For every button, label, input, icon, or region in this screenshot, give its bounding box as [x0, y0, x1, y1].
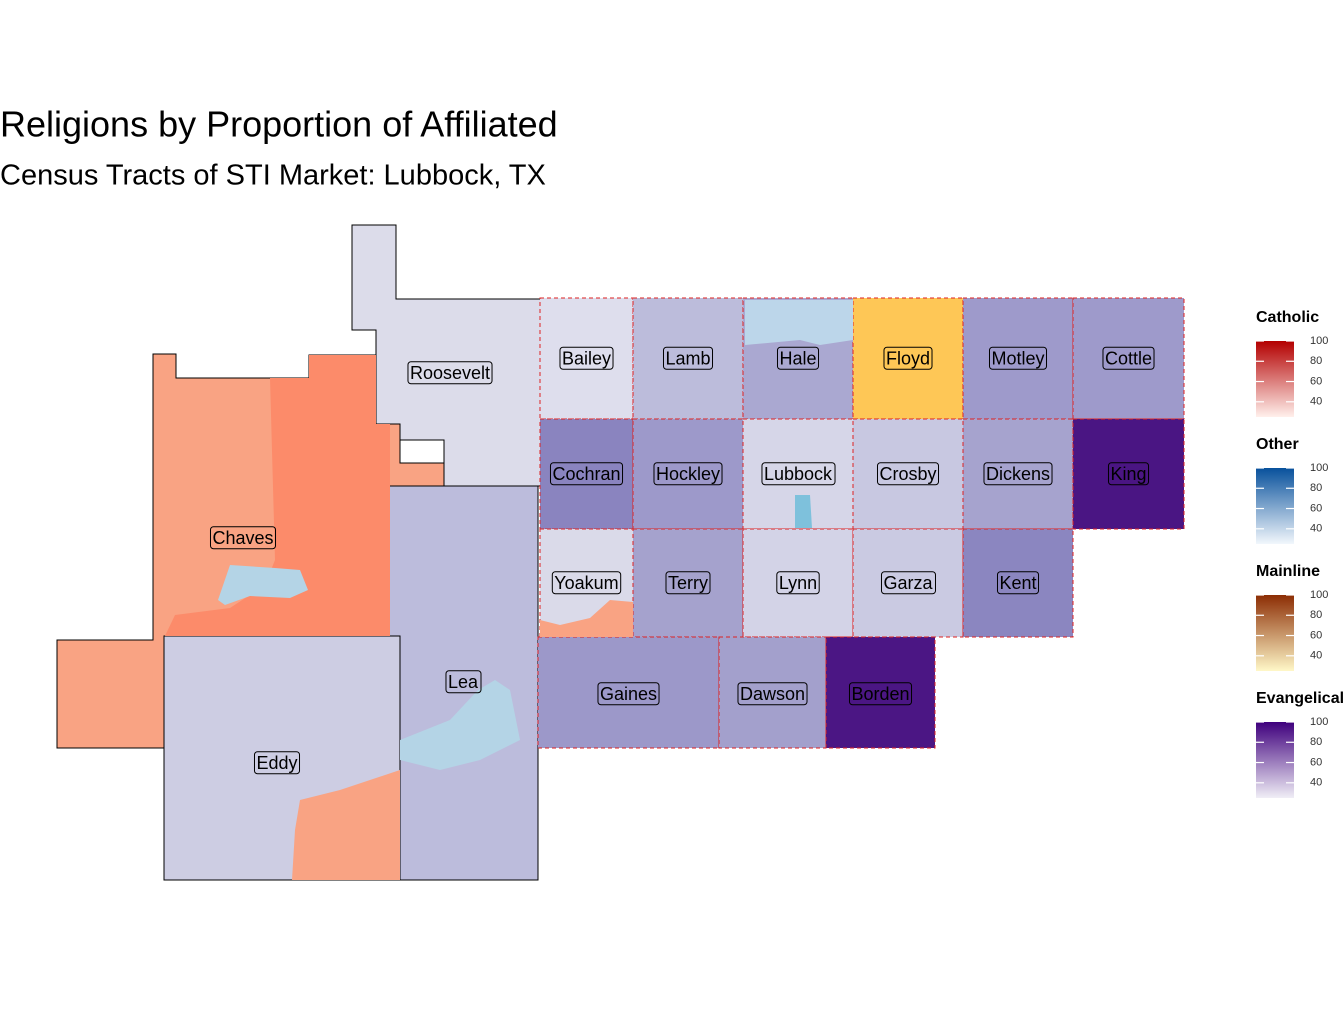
county-label-box	[880, 571, 936, 595]
legend-tick-label: 100	[1310, 462, 1328, 474]
county-label-box	[653, 462, 723, 486]
subtitle: Census Tracts of STI Market: Lubbock, TX	[0, 160, 546, 192]
county-label: Bailey	[562, 348, 611, 368]
county-label: Lubbock	[764, 464, 833, 484]
legend-tick-label: 100	[1310, 335, 1328, 347]
legend-tick-label: 40	[1310, 523, 1322, 535]
county-label-box	[776, 346, 820, 370]
county-label-box	[253, 751, 301, 775]
legend-tick-label: 80	[1310, 482, 1322, 494]
county	[537, 636, 720, 749]
legend-tick-label: 40	[1310, 396, 1322, 408]
county-label-box	[407, 361, 493, 385]
county-label: Kent	[999, 573, 1036, 593]
county-label-box	[876, 462, 940, 486]
county-label: Lea	[448, 672, 479, 692]
county-label-box	[662, 346, 714, 370]
legend-tick-label: 40	[1310, 777, 1322, 789]
county-labels: Roosevelt Chaves Lea Eddy Bailey Lamb Hale Floy…	[209, 346, 1155, 775]
tract-blob	[218, 565, 308, 605]
colorbar	[1256, 341, 1294, 417]
legend-tick-label: 60	[1310, 629, 1322, 641]
legend-tick-label: 60	[1310, 375, 1322, 387]
legend-title: Evangelical	[1256, 690, 1344, 707]
county-label-box	[996, 571, 1040, 595]
county-label-box	[883, 346, 933, 370]
legend-tick-label: 40	[1310, 650, 1322, 662]
colorbar	[1256, 468, 1294, 544]
legend-title: Mainline	[1256, 563, 1320, 580]
legend-title: Catholic	[1256, 309, 1319, 326]
county-label: Dickens	[986, 464, 1050, 484]
tract-orange	[540, 600, 633, 637]
tract-lightblue	[795, 495, 812, 528]
county-label: Crosby	[879, 464, 936, 484]
legend-tick-label: 80	[1310, 609, 1322, 621]
colorbar	[1256, 595, 1294, 671]
tract-orange	[292, 770, 400, 880]
colorbar	[1256, 722, 1294, 798]
county-label: Roosevelt	[410, 363, 490, 383]
legend-tick-label: 60	[1310, 756, 1322, 768]
county-label: Floyd	[886, 348, 930, 368]
county-label: Borden	[851, 684, 909, 704]
county-label-box	[737, 682, 808, 706]
legend-tick-label: 80	[1310, 355, 1322, 367]
county-label-box	[209, 526, 277, 550]
tract-lightblue	[745, 300, 853, 345]
county-label: King	[1110, 464, 1146, 484]
county-label: Cochran	[552, 464, 620, 484]
county-label-box	[551, 571, 622, 595]
county	[825, 636, 936, 749]
county-label: Cottle	[1105, 348, 1152, 368]
county-label-box	[1102, 346, 1155, 370]
county-label-box	[761, 462, 836, 486]
county-label: Dawson	[740, 684, 805, 704]
legend-tick-label: 100	[1310, 716, 1328, 728]
legend-tick-label: 60	[1310, 502, 1322, 514]
county	[962, 528, 1074, 638]
legend-title: Other	[1256, 436, 1299, 453]
county-label: Lynn	[779, 573, 817, 593]
county-label: Hockley	[656, 464, 720, 484]
county-label-box	[983, 462, 1053, 486]
county	[1072, 418, 1185, 530]
legend-tick-label: 100	[1310, 589, 1328, 601]
county-label: Eddy	[256, 753, 297, 773]
county-label: Garza	[883, 573, 933, 593]
county-label-box	[848, 682, 913, 706]
county-label-box	[549, 462, 624, 486]
county-label: Hale	[779, 348, 816, 368]
county-label: Lamb	[665, 348, 710, 368]
counties	[56, 224, 1185, 881]
county-label-box	[988, 346, 1048, 370]
county-label: Terry	[668, 573, 708, 593]
legend-tick-label: 80	[1310, 736, 1322, 748]
county-label: Yoakum	[554, 573, 618, 593]
legends: Catholic 100 80 60 40 Other 100 80 60 40 Mainline 1…	[1256, 309, 1344, 798]
county-label: Motley	[991, 348, 1044, 368]
county-label-box	[1107, 462, 1150, 486]
county-label-box	[665, 571, 711, 595]
county-label-box	[597, 682, 660, 706]
tract-blob	[400, 680, 520, 770]
county-label-box	[445, 670, 482, 694]
tract-darker	[165, 355, 390, 636]
county-label-box	[776, 571, 820, 595]
county-label: Chaves	[212, 528, 273, 548]
title: Religions by Proportion of Affiliated	[0, 104, 558, 145]
county-label: Gaines	[600, 684, 657, 704]
county-label-box	[559, 346, 614, 370]
